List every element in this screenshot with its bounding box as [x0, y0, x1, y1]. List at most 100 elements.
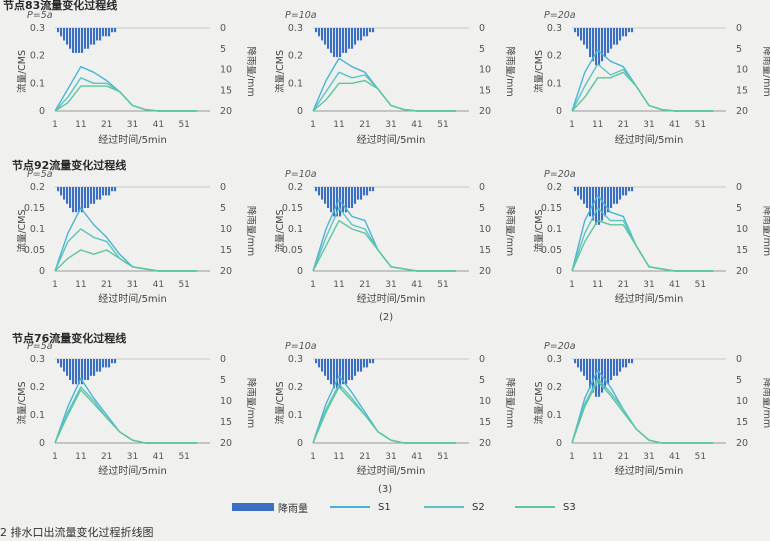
- y-axis-title: 流量/CMS: [16, 381, 28, 424]
- rainfall-bar: [324, 28, 327, 45]
- section-title-node92: 节点92流量变化过程线: [12, 159, 127, 172]
- rainfall-bar: [613, 187, 616, 204]
- rainfall-bar: [321, 28, 324, 41]
- rainfall-bar: [622, 359, 625, 368]
- x-tick-label: 21: [101, 120, 112, 130]
- series-line-s1: [312, 375, 456, 444]
- rainfall-bar: [336, 359, 339, 389]
- rainfall-bar: [604, 28, 607, 58]
- x-axis-title: 经过时间/5min: [357, 133, 426, 146]
- rainfall-bar: [318, 187, 321, 196]
- y-tick-label: 0.15: [541, 203, 562, 214]
- x-tick-label: 11: [75, 280, 86, 290]
- rainfall-bar: [63, 28, 66, 41]
- y2-tick-label: 15: [220, 245, 232, 256]
- y2-tick-label: 10: [736, 224, 748, 235]
- x-tick-label: 41: [669, 280, 680, 290]
- rainfall-bar: [595, 359, 598, 397]
- rainfall-bar: [619, 187, 622, 200]
- rainfall-bar: [592, 28, 595, 62]
- y2-tick-label: 15: [479, 417, 491, 428]
- y2-tick-label: 20: [479, 266, 491, 277]
- rainfall-bar: [330, 28, 333, 53]
- y-tick-label: 0.3: [30, 23, 45, 34]
- rainfall-bar: [72, 187, 75, 213]
- rainfall-bar: [360, 28, 363, 41]
- rainfall-bar: [57, 28, 60, 33]
- y-tick-label: 0.1: [288, 78, 303, 89]
- rainfall-bar: [63, 359, 66, 372]
- x-axis-title: 经过时间/5min: [357, 464, 426, 477]
- rainfall-bar: [327, 359, 330, 380]
- y-tick-label: 0.3: [288, 23, 303, 34]
- rainfall-bar: [616, 359, 619, 376]
- y2-tick-label: 10: [220, 224, 232, 235]
- rainfall-bar: [108, 359, 111, 368]
- panel-title: P=20a: [544, 341, 576, 352]
- y2-axis-title: 降雨量/mm: [504, 206, 516, 256]
- rainfall-bar: [102, 359, 105, 368]
- x-tick-label: 41: [669, 120, 680, 130]
- y-tick-label: 0: [297, 266, 303, 277]
- legend-swatch-s2: [424, 506, 464, 508]
- rainfall-bar: [616, 28, 619, 45]
- x-tick-label: 31: [643, 280, 654, 290]
- y2-tick-label: 20: [736, 266, 748, 277]
- rainfall-bar: [354, 187, 357, 204]
- rainfall-bar: [105, 359, 108, 368]
- y2-tick-label: 5: [736, 375, 742, 386]
- rainfall-bar: [69, 28, 72, 49]
- x-tick-label: 11: [592, 452, 603, 462]
- rainfall-bar: [363, 187, 366, 196]
- series-line-s3: [54, 389, 198, 444]
- y-axis-title: 流量/CMS: [274, 209, 286, 252]
- rainfall-bar: [586, 359, 589, 380]
- series-line-s2: [571, 207, 714, 272]
- x-tick-label: 1: [310, 280, 316, 290]
- y2-tick-label: 5: [220, 375, 226, 386]
- x-tick-label: 11: [333, 452, 344, 462]
- y2-axis-title: 降雨量/mm: [761, 378, 770, 428]
- rainfall-bar: [318, 359, 321, 368]
- y2-tick-label: 15: [736, 417, 748, 428]
- rainfall-bar: [336, 187, 339, 217]
- series-line-s2: [571, 377, 714, 444]
- rainfall-bar: [354, 359, 357, 376]
- y2-tick-label: 5: [220, 203, 226, 214]
- legend-label-s2: S2: [472, 501, 485, 513]
- rainfall-bar: [351, 28, 354, 49]
- y2-tick-label: 15: [479, 245, 491, 256]
- y2-tick-label: 0: [479, 354, 485, 365]
- rainfall-bar: [577, 28, 580, 37]
- rainfall-bar: [330, 359, 333, 385]
- y-axis-title: 流量/CMS: [533, 381, 545, 424]
- y2-tick-label: 5: [479, 375, 485, 386]
- rainfall-bar: [102, 28, 105, 37]
- y2-tick-label: 20: [479, 438, 491, 449]
- y-tick-label: 0: [39, 106, 45, 117]
- x-tick-label: 1: [52, 452, 58, 462]
- rainfall-bar: [366, 359, 369, 368]
- rainfall-bar: [84, 28, 87, 49]
- y-tick-label: 0.3: [547, 23, 562, 34]
- rainfall-bar: [69, 359, 72, 380]
- legend-label-s1: S1: [378, 501, 391, 513]
- rainfall-bar: [99, 187, 102, 200]
- rainfall-bar: [598, 187, 601, 225]
- y-tick-label: 0: [297, 438, 303, 449]
- rainfall-bar: [631, 187, 634, 192]
- series-line-s2: [54, 228, 198, 272]
- x-tick-label: 51: [695, 280, 706, 290]
- y-tick-label: 0.2: [288, 182, 303, 193]
- rainfall-bar: [90, 187, 93, 204]
- rainfall-bar: [577, 187, 580, 196]
- series-line-s2: [312, 383, 456, 444]
- series-line-s3: [571, 71, 714, 112]
- y2-tick-label: 5: [736, 203, 742, 214]
- legend-swatch-s3: [515, 506, 555, 508]
- rainfall-bar: [631, 359, 634, 364]
- y2-axis-title: 降雨量/mm: [245, 378, 257, 428]
